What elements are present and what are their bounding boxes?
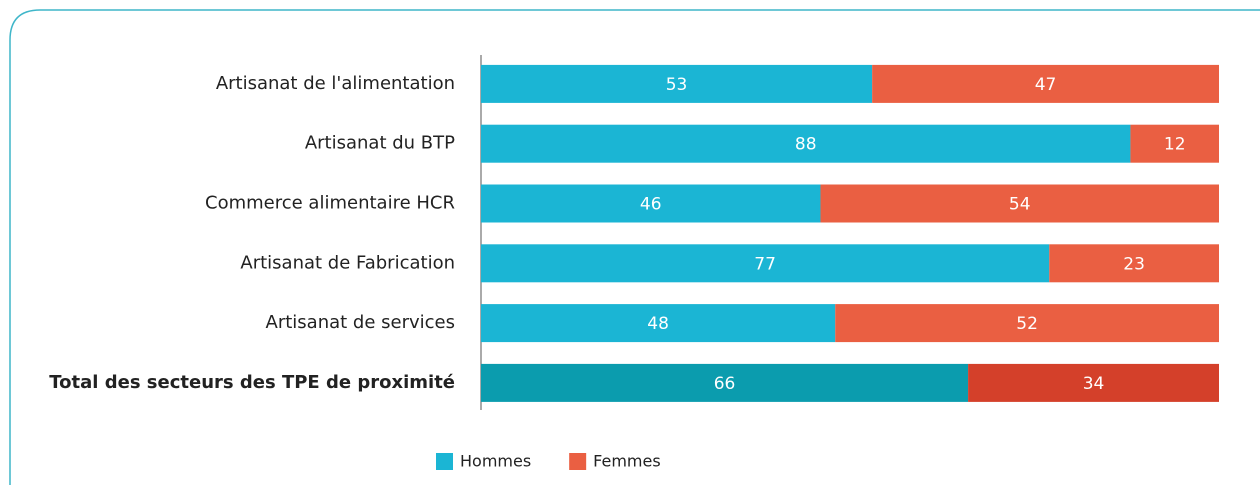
- bar-segment: [820, 184, 1219, 223]
- bar-segment: [481, 184, 821, 223]
- bar-segment: [481, 304, 836, 343]
- category-label: Commerce alimentaire HCR: [205, 193, 455, 214]
- value-label: 54: [1009, 195, 1031, 215]
- bar-segment: [481, 363, 969, 402]
- legend-swatch: [569, 453, 587, 470]
- bar-segment: [1130, 124, 1219, 163]
- value-label: 34: [1083, 374, 1105, 394]
- category-label: Artisanat de services: [266, 312, 455, 333]
- bar-segment: [968, 363, 1219, 402]
- value-label: 47: [1035, 75, 1057, 95]
- bar-segment: [1049, 244, 1219, 283]
- value-label: 88: [795, 135, 817, 155]
- value-label: 23: [1123, 254, 1145, 274]
- legend-label: Femmes: [593, 452, 661, 471]
- bar-segment: [481, 244, 1050, 283]
- legend-swatch: [436, 453, 453, 470]
- value-label: 12: [1164, 135, 1186, 155]
- bar-segment: [872, 64, 1219, 103]
- category-label: Artisanat de Fabrication: [240, 252, 455, 273]
- value-label: 66: [714, 374, 736, 394]
- bar-segment: [481, 64, 873, 103]
- value-label: 52: [1016, 314, 1038, 334]
- value-label: 53: [666, 75, 688, 95]
- value-label: 48: [647, 314, 669, 334]
- category-label: Artisanat du BTP: [305, 133, 455, 154]
- bar-segment: [481, 124, 1131, 163]
- category-label: Total des secteurs des TPE de proximité: [49, 372, 455, 393]
- value-label: 46: [640, 195, 662, 215]
- legend-label: Hommes: [460, 452, 531, 471]
- bar-segment: [835, 304, 1219, 343]
- value-label: 77: [754, 254, 776, 274]
- category-label: Artisanat de l'alimentation: [216, 73, 455, 94]
- frame: [9, 9, 1260, 485]
